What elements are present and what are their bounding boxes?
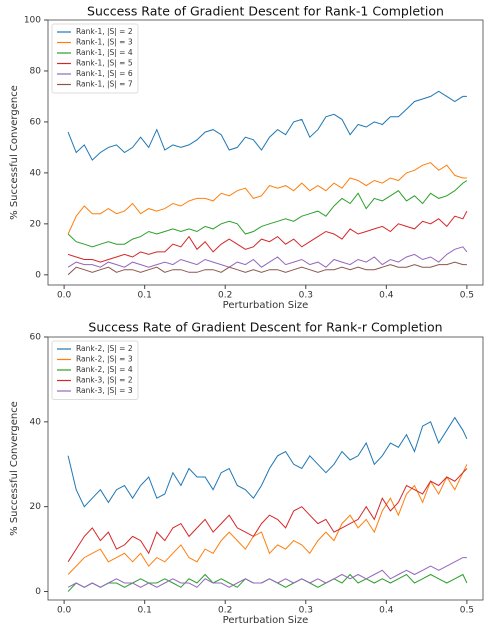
x-tick-label: 0.4 [379, 606, 394, 616]
x-axis-label: Perturbation Size [223, 615, 309, 626]
legend-label: Rank-1, |S| = 5 [76, 59, 133, 68]
legend-box [51, 340, 139, 400]
legend-label: Rank-3, |S| = 2 [76, 376, 133, 385]
x-tick-label: 0.2 [218, 291, 232, 301]
legend-label: Rank-3, |S| = 3 [76, 386, 133, 395]
legend-label: Rank-2, |S| = 2 [76, 344, 133, 353]
legend-label: Rank-1, |S| = 3 [76, 38, 133, 47]
series-line [67, 416, 468, 508]
y-tick-label: 60 [30, 333, 42, 343]
x-tick-label: 0.4 [379, 291, 394, 301]
x-tick-label: 0.5 [460, 606, 474, 616]
series-line [67, 261, 467, 276]
y-tick-label: 40 [30, 168, 42, 178]
chart-title: Success Rate of Gradient Descent for Ran… [87, 4, 444, 19]
plot-frame [47, 336, 484, 601]
x-tick-label: 0.2 [218, 606, 232, 616]
series-line [67, 246, 468, 268]
x-tick-label: 0.1 [138, 291, 152, 301]
y-tick-label: 40 [30, 417, 42, 427]
y-axis-label: % Successful Convergence [9, 85, 20, 220]
chart-title: Success Rate of Gradient Descent for Ran… [88, 320, 442, 335]
legend-box [51, 23, 139, 94]
y-tick-label: 60 [30, 117, 42, 127]
series-line [67, 557, 467, 588]
legend-label: Rank-1, |S| = 6 [76, 69, 133, 78]
y-tick-label: 100 [24, 16, 41, 26]
y-tick-label: 0 [35, 587, 41, 597]
x-tick-label: 0.1 [138, 606, 152, 616]
y-tick-label: 0 [35, 270, 41, 280]
x-tick-label: 0.5 [460, 291, 474, 301]
y-tick-label: 80 [30, 66, 42, 76]
y-tick-label: 20 [30, 502, 42, 512]
series-line [67, 210, 468, 263]
legend-label: Rank-1, |S| = 2 [76, 27, 133, 36]
x-axis-label: Perturbation Size [223, 300, 309, 311]
series-line [67, 464, 468, 575]
series-line [67, 180, 468, 248]
x-tick-label: 0.0 [57, 606, 72, 616]
x-tick-label: 0.3 [299, 291, 313, 301]
y-tick-label: 20 [30, 219, 42, 229]
legend-label: Rank-1, |S| = 7 [76, 80, 133, 89]
plot-frame [47, 19, 484, 286]
legend-label: Rank-1, |S| = 4 [76, 48, 133, 57]
series-line [67, 90, 467, 161]
x-tick-label: 0.0 [57, 291, 72, 301]
x-tick-label: 0.3 [299, 606, 313, 616]
legend-label: Rank-2, |S| = 3 [76, 355, 133, 364]
series-line [67, 468, 468, 563]
series-line [67, 162, 467, 235]
legend-label: Rank-2, |S| = 4 [76, 365, 133, 374]
y-axis-label: % Successful Convergence [9, 401, 20, 536]
